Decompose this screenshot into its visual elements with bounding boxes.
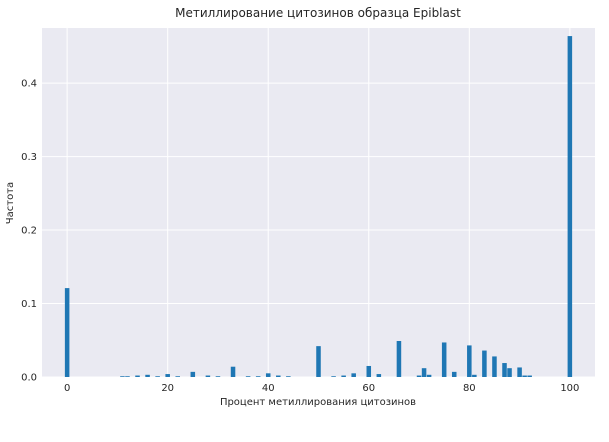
bar-20 (165, 374, 170, 377)
bar-57 (351, 373, 356, 377)
y-tick-labels: 0.0 0.1 0.2 0.3 0.4 (21, 79, 37, 384)
bar-83 (482, 350, 487, 377)
bar-71 (421, 368, 427, 377)
y-tick-label: 0.2 (21, 226, 37, 237)
bar-33 (230, 366, 236, 377)
bar-22 (175, 376, 180, 377)
bar-16 (145, 374, 150, 377)
bar-91 (522, 375, 527, 377)
bar-75 (441, 342, 447, 377)
bar-42 (276, 375, 281, 377)
bar-0 (64, 288, 70, 377)
bar-66 (396, 340, 402, 377)
bar-72 (426, 374, 432, 377)
bar-38 (255, 376, 261, 377)
bar-11 (120, 376, 125, 377)
bar-87 (502, 363, 507, 377)
bar-28 (205, 375, 211, 377)
x-tick-label: 60 (362, 383, 375, 394)
bar-92 (527, 375, 532, 377)
bar-100 (567, 36, 573, 378)
bar-81 (472, 374, 477, 377)
plot-area (42, 28, 595, 377)
bar-88 (507, 368, 512, 377)
y-tick-label: 0.3 (21, 152, 37, 163)
bar-90 (517, 367, 522, 377)
bar-30 (215, 376, 221, 377)
bar-70 (416, 375, 422, 377)
bar-40 (265, 373, 271, 377)
y-tick-label: 0.0 (21, 373, 37, 384)
chart-title: Метиллирование цитозинов образца Epiblas… (175, 6, 461, 20)
x-tick-label: 100 (560, 383, 579, 394)
bar-80 (467, 345, 472, 377)
x-axis-label: Процент метиллирования цитозинов (220, 397, 416, 408)
y-tick-label: 0.1 (21, 299, 37, 310)
y-tick-label: 0.4 (21, 79, 37, 90)
x-tick-label: 0 (64, 383, 70, 394)
bar-62 (376, 374, 382, 377)
bar-50 (316, 346, 321, 377)
x-tick-label: 40 (262, 383, 275, 394)
x-tick-label: 20 (161, 383, 174, 394)
bar-12 (125, 376, 130, 377)
bar-14 (135, 375, 140, 377)
bar-25 (190, 371, 196, 377)
bar-55 (341, 375, 346, 377)
bar-53 (331, 376, 336, 377)
bar-18 (155, 376, 160, 377)
bar-85 (492, 356, 497, 377)
bar-44 (286, 376, 291, 377)
x-tick-labels: 0 20 40 60 80 100 (64, 383, 579, 394)
x-tick-label: 80 (463, 383, 476, 394)
y-axis-label: Частота (5, 182, 16, 224)
bar-77 (451, 371, 457, 377)
bars (64, 36, 573, 378)
bar-60 (366, 365, 372, 377)
bar-36 (245, 376, 251, 377)
